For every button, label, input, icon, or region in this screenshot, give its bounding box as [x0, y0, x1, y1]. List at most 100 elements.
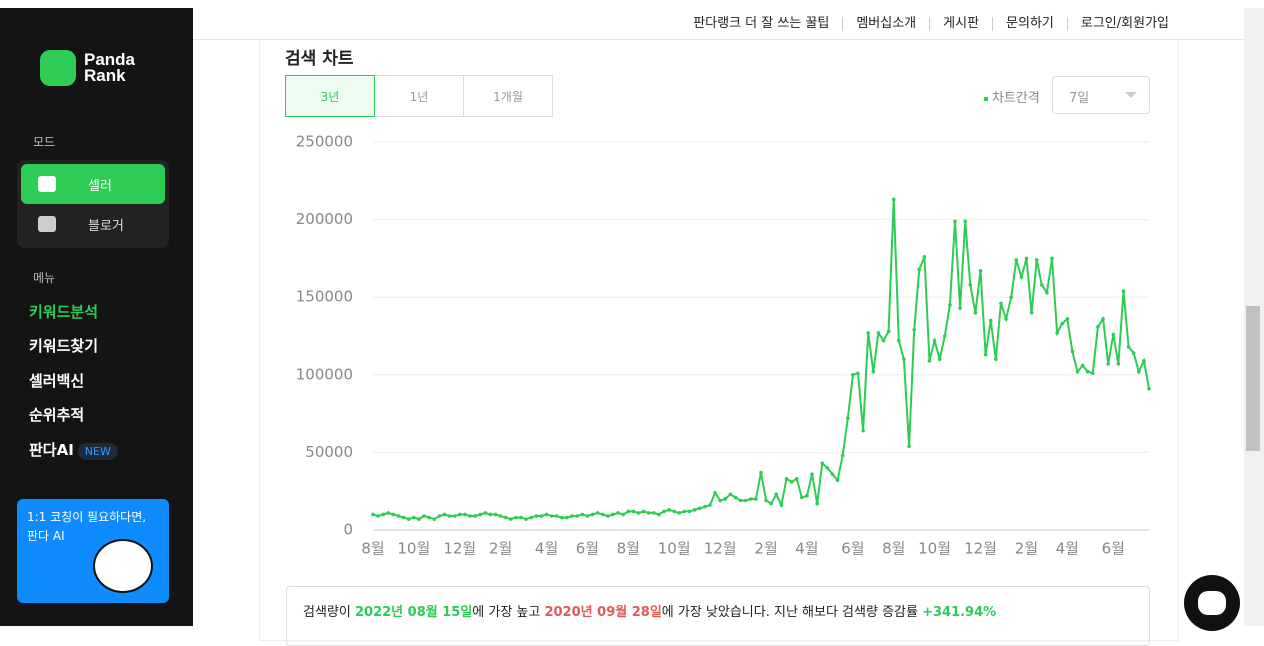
- interval-select[interactable]: 7일: [1052, 76, 1150, 114]
- top-nav: 판다랭크 더 잘 쓰는 꿀팁 멤버십소개 게시판 문의하기 로그인/회원가입: [193, 8, 1244, 40]
- point: [412, 515, 416, 520]
- logo-icon: [40, 50, 76, 86]
- point: [396, 514, 401, 518]
- mode-box: 셀러 블로거: [17, 160, 169, 248]
- point: [432, 517, 437, 521]
- chat-button[interactable]: [1184, 575, 1240, 631]
- point: [651, 511, 656, 515]
- tab[interactable]: 3년: [285, 75, 375, 117]
- point: [840, 453, 845, 458]
- point: [1080, 363, 1085, 368]
- logo[interactable]: Panda Rank: [40, 50, 135, 86]
- point: [457, 512, 462, 517]
- section-title: 검색 차트: [285, 49, 354, 69]
- mode-icon: [38, 176, 56, 192]
- point: [519, 515, 523, 520]
- point: [1091, 371, 1095, 376]
- point: [1075, 369, 1080, 374]
- x-tick-label: 4월: [1056, 540, 1079, 558]
- point: [417, 517, 421, 521]
- point: [738, 498, 743, 503]
- point: [861, 428, 865, 433]
- point: [1009, 295, 1013, 300]
- menu-item[interactable]: 키워드분석: [29, 303, 99, 321]
- menu-item[interactable]: 키워드찾기: [29, 337, 99, 355]
- point: [1019, 275, 1024, 279]
- y-tick-label: 50000: [305, 443, 353, 461]
- point: [1101, 317, 1105, 321]
- mode-seller[interactable]: 셀러: [21, 164, 165, 204]
- nav-item[interactable]: 판다랭크 더 잘 쓰는 꿀팁: [693, 15, 830, 31]
- point: [1029, 310, 1034, 315]
- point: [509, 517, 513, 521]
- point: [590, 512, 595, 517]
- menu-item[interactable]: 셀러백신: [29, 372, 85, 390]
- point: [1142, 359, 1146, 363]
- point: [927, 359, 932, 363]
- menu-item[interactable]: 순위추적: [29, 406, 85, 424]
- point: [1065, 317, 1070, 321]
- point: [381, 512, 386, 517]
- point: [871, 369, 876, 374]
- point: [948, 303, 952, 307]
- point: [800, 495, 804, 500]
- point: [534, 514, 539, 518]
- point: [713, 490, 717, 495]
- point: [1096, 324, 1100, 329]
- point: [1131, 351, 1136, 355]
- point: [544, 512, 549, 517]
- tab[interactable]: 1개월: [463, 75, 553, 117]
- point: [503, 515, 508, 520]
- scroll-thumb[interactable]: [1246, 306, 1260, 451]
- point: [963, 219, 968, 223]
- coaching-banner[interactable]: 1:1 코칭이 필요하다면, 판다 AI: [17, 499, 169, 603]
- point: [779, 503, 784, 507]
- point: [820, 461, 825, 466]
- mode-text: 블로거: [88, 218, 124, 234]
- point: [386, 511, 391, 515]
- point: [748, 497, 753, 501]
- point: [514, 515, 518, 520]
- summary-high: 2022년 08월 15일: [354, 605, 473, 620]
- nav-item[interactable]: 로그인/회원가입: [1066, 16, 1182, 31]
- point: [463, 512, 467, 517]
- point: [422, 514, 426, 518]
- point: [891, 197, 896, 202]
- x-tick-label: 2월: [1015, 540, 1038, 558]
- menu-text: 판다AI: [29, 441, 74, 459]
- point: [682, 509, 687, 514]
- nav-item[interactable]: 문의하기: [992, 16, 1067, 31]
- point: [978, 269, 983, 273]
- point: [595, 511, 600, 515]
- x-tick-label: 2월: [489, 540, 512, 558]
- point: [759, 470, 763, 475]
- y-tick-label: 100000: [296, 365, 353, 383]
- point: [718, 498, 722, 503]
- point: [794, 476, 799, 481]
- menu-item[interactable]: 판다AI NEW: [29, 439, 118, 460]
- interval-label: 차트간격: [984, 87, 1040, 106]
- point: [886, 329, 891, 334]
- select-value: 7일: [1069, 91, 1090, 106]
- point: [657, 512, 661, 517]
- mode-text: 셀러: [88, 178, 112, 194]
- point: [968, 282, 973, 287]
- point: [677, 511, 682, 515]
- y-tick-label: 0: [343, 521, 353, 539]
- nav-item[interactable]: 게시판: [929, 16, 992, 31]
- mode-blogger[interactable]: 블로거: [21, 204, 165, 244]
- point: [667, 508, 671, 512]
- nav-item[interactable]: 멤버십소개: [842, 16, 929, 31]
- point: [565, 515, 569, 520]
- x-tick-label: 10월: [397, 540, 430, 558]
- point: [1085, 369, 1090, 374]
- point: [570, 514, 574, 518]
- point: [805, 494, 809, 498]
- point: [983, 352, 988, 357]
- point: [376, 514, 380, 518]
- logo-line: Rank: [84, 66, 126, 85]
- page: {"sidebar": {"logo": ["Panda", "Rank"], …: [0, 0, 1264, 626]
- point: [851, 373, 855, 377]
- sidebar: Panda Rank 모드 셀러 블로거 메뉴 키워드분석 키워드찾기 셀러백신 …: [0, 0, 193, 626]
- point: [835, 478, 840, 483]
